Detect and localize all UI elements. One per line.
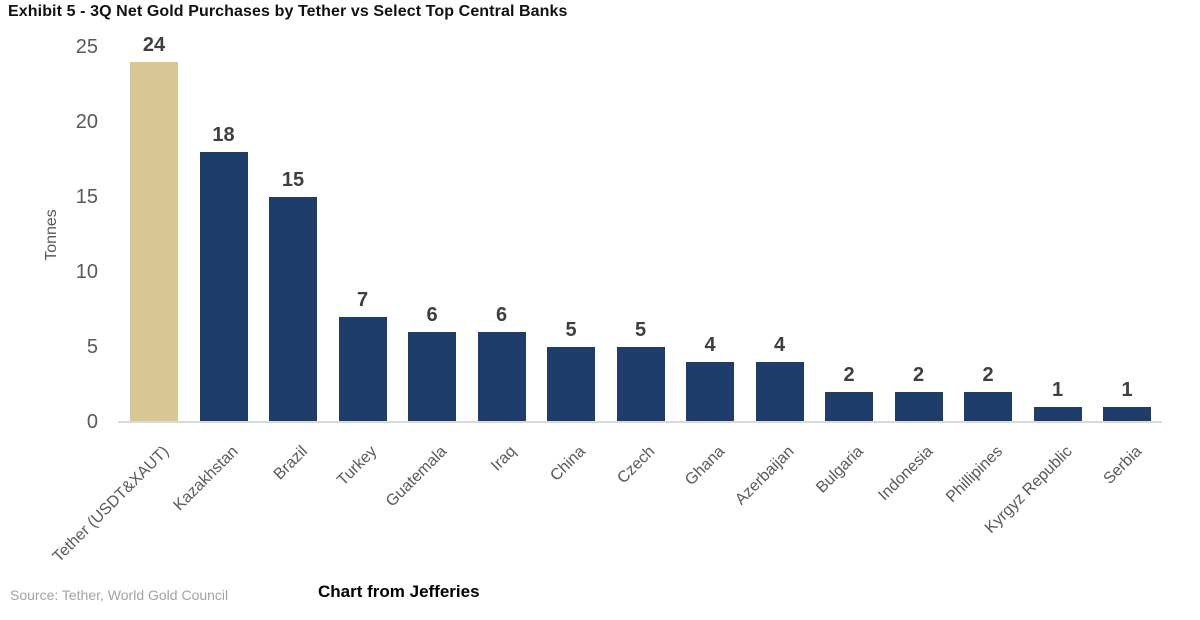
x-axis-label: Ghana: [682, 443, 729, 489]
bar-value-label: 4: [704, 334, 716, 356]
y-axis-tick-label: 0: [86, 411, 98, 433]
bar-value-label: 2: [982, 364, 994, 386]
bar-china: [547, 347, 595, 422]
bar-phillipines: [964, 392, 1012, 422]
bar-guatemala: [408, 332, 456, 422]
bar-ghana: [686, 362, 734, 422]
bar-value-label: 18: [212, 124, 235, 146]
x-axis-label: Bulgaria: [813, 443, 868, 497]
x-axis-label: Brazil: [270, 443, 312, 484]
y-axis-tick-label: 25: [75, 36, 98, 58]
bar-value-label: 5: [565, 319, 577, 341]
source-note: Source: Tether, World Gold Council: [10, 587, 229, 603]
x-axis-label: Phillipines: [943, 443, 1007, 506]
x-axis-label: Turkey: [334, 443, 381, 490]
bar-turkey: [338, 317, 387, 422]
bar-value-label: 7: [356, 289, 369, 311]
bar-czech: [616, 347, 665, 422]
bar-value-label: 5: [634, 319, 647, 341]
bar-value-label: 24: [142, 34, 166, 56]
y-axis-tick-label: 15: [75, 186, 98, 208]
x-axis-label: China: [547, 443, 590, 485]
x-axis-label: Iraq: [487, 443, 520, 475]
x-axis-label: Serbia: [1100, 443, 1146, 488]
bar-value-label: 4: [773, 334, 786, 356]
chart-caption: Chart from Jefferies: [318, 582, 480, 601]
bar-value-label: 1: [1051, 379, 1064, 401]
bar-value-label: 6: [495, 304, 508, 326]
bar-tether-usdt-xaut: [130, 62, 178, 422]
x-axis-label: Azerbaijan: [732, 443, 798, 509]
bar-value-label: 2: [843, 364, 855, 386]
bar-value-label: 2: [912, 364, 925, 386]
bar-serbia: [1103, 407, 1151, 422]
bar-brazil: [269, 197, 317, 422]
x-axis-label: Tether (USDT&XAUT): [49, 443, 173, 566]
bar-iraq: [477, 332, 526, 422]
x-axis-label: Kazakhstan: [170, 443, 242, 515]
bar-bulgaria: [825, 392, 873, 422]
bar-indonesia: [894, 392, 943, 422]
bar-azerbaijan: [755, 362, 804, 422]
x-axis-line: [118, 421, 1162, 423]
x-axis-label: Guatemala: [382, 443, 451, 511]
x-axis-label: Indonesia: [875, 443, 937, 505]
y-axis-tick-label: 5: [86, 336, 98, 358]
bar-value-label: 15: [281, 169, 305, 191]
y-axis-tick-label: 20: [75, 111, 98, 133]
y-axis-tick-label: 10: [75, 261, 98, 283]
bar-value-label: 1: [1121, 379, 1133, 401]
bar-kazakhstan: [199, 152, 248, 422]
x-axis-label: Czech: [614, 443, 659, 488]
chart-title: Exhibit 5 - 3Q Net Gold Purchases by Tet…: [8, 3, 568, 20]
bar-kyrgyz-republic: [1033, 407, 1082, 422]
bar-value-label: 6: [426, 304, 438, 326]
y-axis-title: Tonnes: [43, 209, 60, 261]
